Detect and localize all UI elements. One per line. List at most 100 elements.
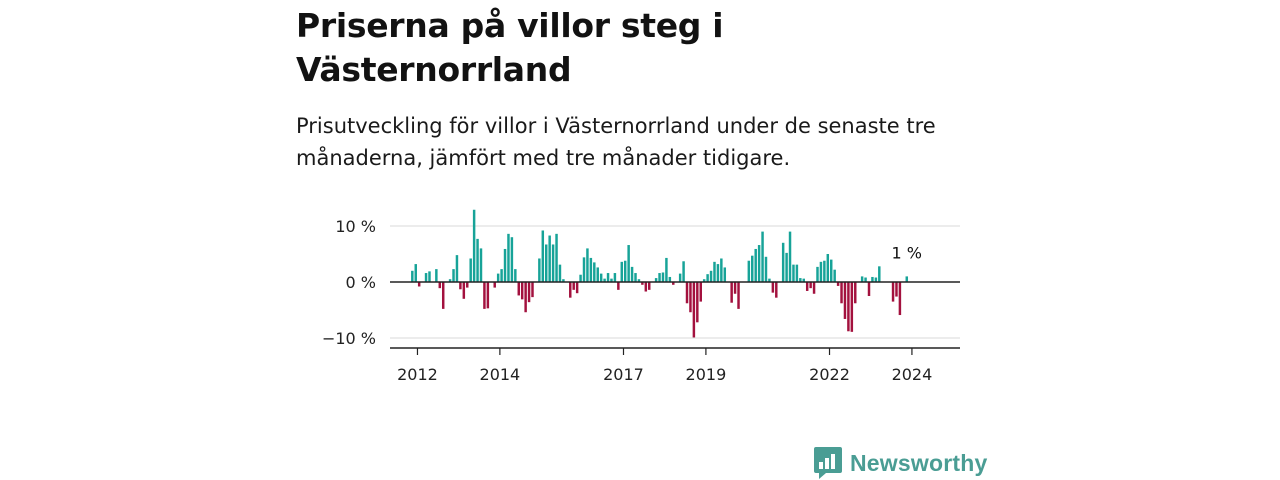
bar xyxy=(524,282,527,313)
bar xyxy=(685,282,689,304)
bar xyxy=(641,282,644,285)
bar xyxy=(438,282,442,289)
chart-subtitle: Prisutveckling för villor i Västernorrla… xyxy=(296,114,936,170)
bar xyxy=(733,282,737,294)
bar xyxy=(411,270,414,282)
bar xyxy=(898,282,902,316)
bar xyxy=(668,276,672,282)
bar xyxy=(665,257,668,282)
x-tick-label: 2014 xyxy=(480,365,521,384)
bar xyxy=(551,244,555,282)
newsworthy-logo-icon xyxy=(814,447,842,479)
bar xyxy=(709,270,713,282)
bar xyxy=(761,231,764,282)
bar xyxy=(462,282,466,299)
bar xyxy=(696,282,699,323)
bar xyxy=(754,248,757,282)
bar xyxy=(496,273,500,282)
bar xyxy=(435,269,438,282)
bar xyxy=(531,282,534,298)
bar xyxy=(507,233,510,282)
y-tick-label: 0 % xyxy=(346,273,376,292)
bar xyxy=(538,258,541,282)
y-tick-label: 10 % xyxy=(335,217,376,236)
last-value-label: 1 % xyxy=(892,243,922,262)
bar xyxy=(764,256,768,282)
bar xyxy=(702,279,706,282)
bar xyxy=(476,238,479,282)
bar xyxy=(472,209,476,282)
price-change-chart: 10 % 0 % −10 % 2012 2014 2017 2019 2022 2024 1 % xyxy=(322,209,960,384)
bar xyxy=(795,264,799,282)
bar xyxy=(596,267,599,282)
bar xyxy=(850,282,854,332)
grid-lines xyxy=(390,225,960,339)
bar xyxy=(613,273,617,282)
bar xyxy=(603,278,606,282)
bar xyxy=(455,255,459,282)
bar xyxy=(819,261,823,282)
bar xyxy=(737,282,740,309)
bar xyxy=(830,259,833,282)
bar xyxy=(562,279,565,282)
bar xyxy=(781,242,785,282)
bar xyxy=(469,258,472,282)
bar xyxy=(466,282,469,288)
bar xyxy=(771,282,775,293)
bar xyxy=(823,260,826,282)
bar xyxy=(860,276,864,282)
bar xyxy=(582,257,586,282)
bar xyxy=(548,235,551,282)
bar xyxy=(500,269,503,282)
bar xyxy=(599,273,603,282)
bar xyxy=(637,279,641,282)
x-tick-label: 2019 xyxy=(686,365,727,384)
axes xyxy=(390,281,960,355)
bar xyxy=(579,274,582,282)
bar xyxy=(452,269,455,282)
bar xyxy=(716,264,720,282)
bar xyxy=(634,273,637,282)
bar xyxy=(864,277,867,282)
bar xyxy=(699,282,702,302)
bar xyxy=(678,273,682,282)
bar xyxy=(802,278,805,282)
bar xyxy=(816,266,819,282)
bar xyxy=(723,267,727,282)
bar xyxy=(874,277,878,282)
bar xyxy=(428,271,431,282)
chart-title: Priserna på villor steg i Västernorrland xyxy=(296,6,724,89)
bar xyxy=(661,272,665,282)
bar xyxy=(682,261,685,282)
bar xyxy=(586,248,589,282)
bar xyxy=(878,266,881,282)
bar xyxy=(417,282,421,287)
bar xyxy=(768,278,771,282)
bar xyxy=(483,282,486,309)
bar xyxy=(785,252,788,282)
bar xyxy=(826,254,830,282)
bar xyxy=(517,282,520,296)
bar xyxy=(510,237,514,282)
bar xyxy=(486,282,490,309)
bar xyxy=(747,260,751,282)
bar xyxy=(527,282,531,303)
bar xyxy=(541,230,545,282)
bar xyxy=(799,278,802,282)
bar xyxy=(644,282,648,292)
x-tick-label: 2012 xyxy=(397,365,438,384)
bar xyxy=(441,282,445,309)
bar xyxy=(623,260,627,282)
bar xyxy=(775,282,778,298)
bar xyxy=(840,282,843,304)
y-tick-label: −10 % xyxy=(322,329,376,348)
brand-logo: Newsworthy xyxy=(814,446,987,480)
bar xyxy=(689,282,692,313)
bar xyxy=(788,231,792,282)
bar xyxy=(658,273,661,282)
bar xyxy=(757,245,761,282)
bar xyxy=(589,257,593,282)
bar xyxy=(905,276,909,282)
bar xyxy=(424,273,428,282)
bar xyxy=(713,261,716,282)
